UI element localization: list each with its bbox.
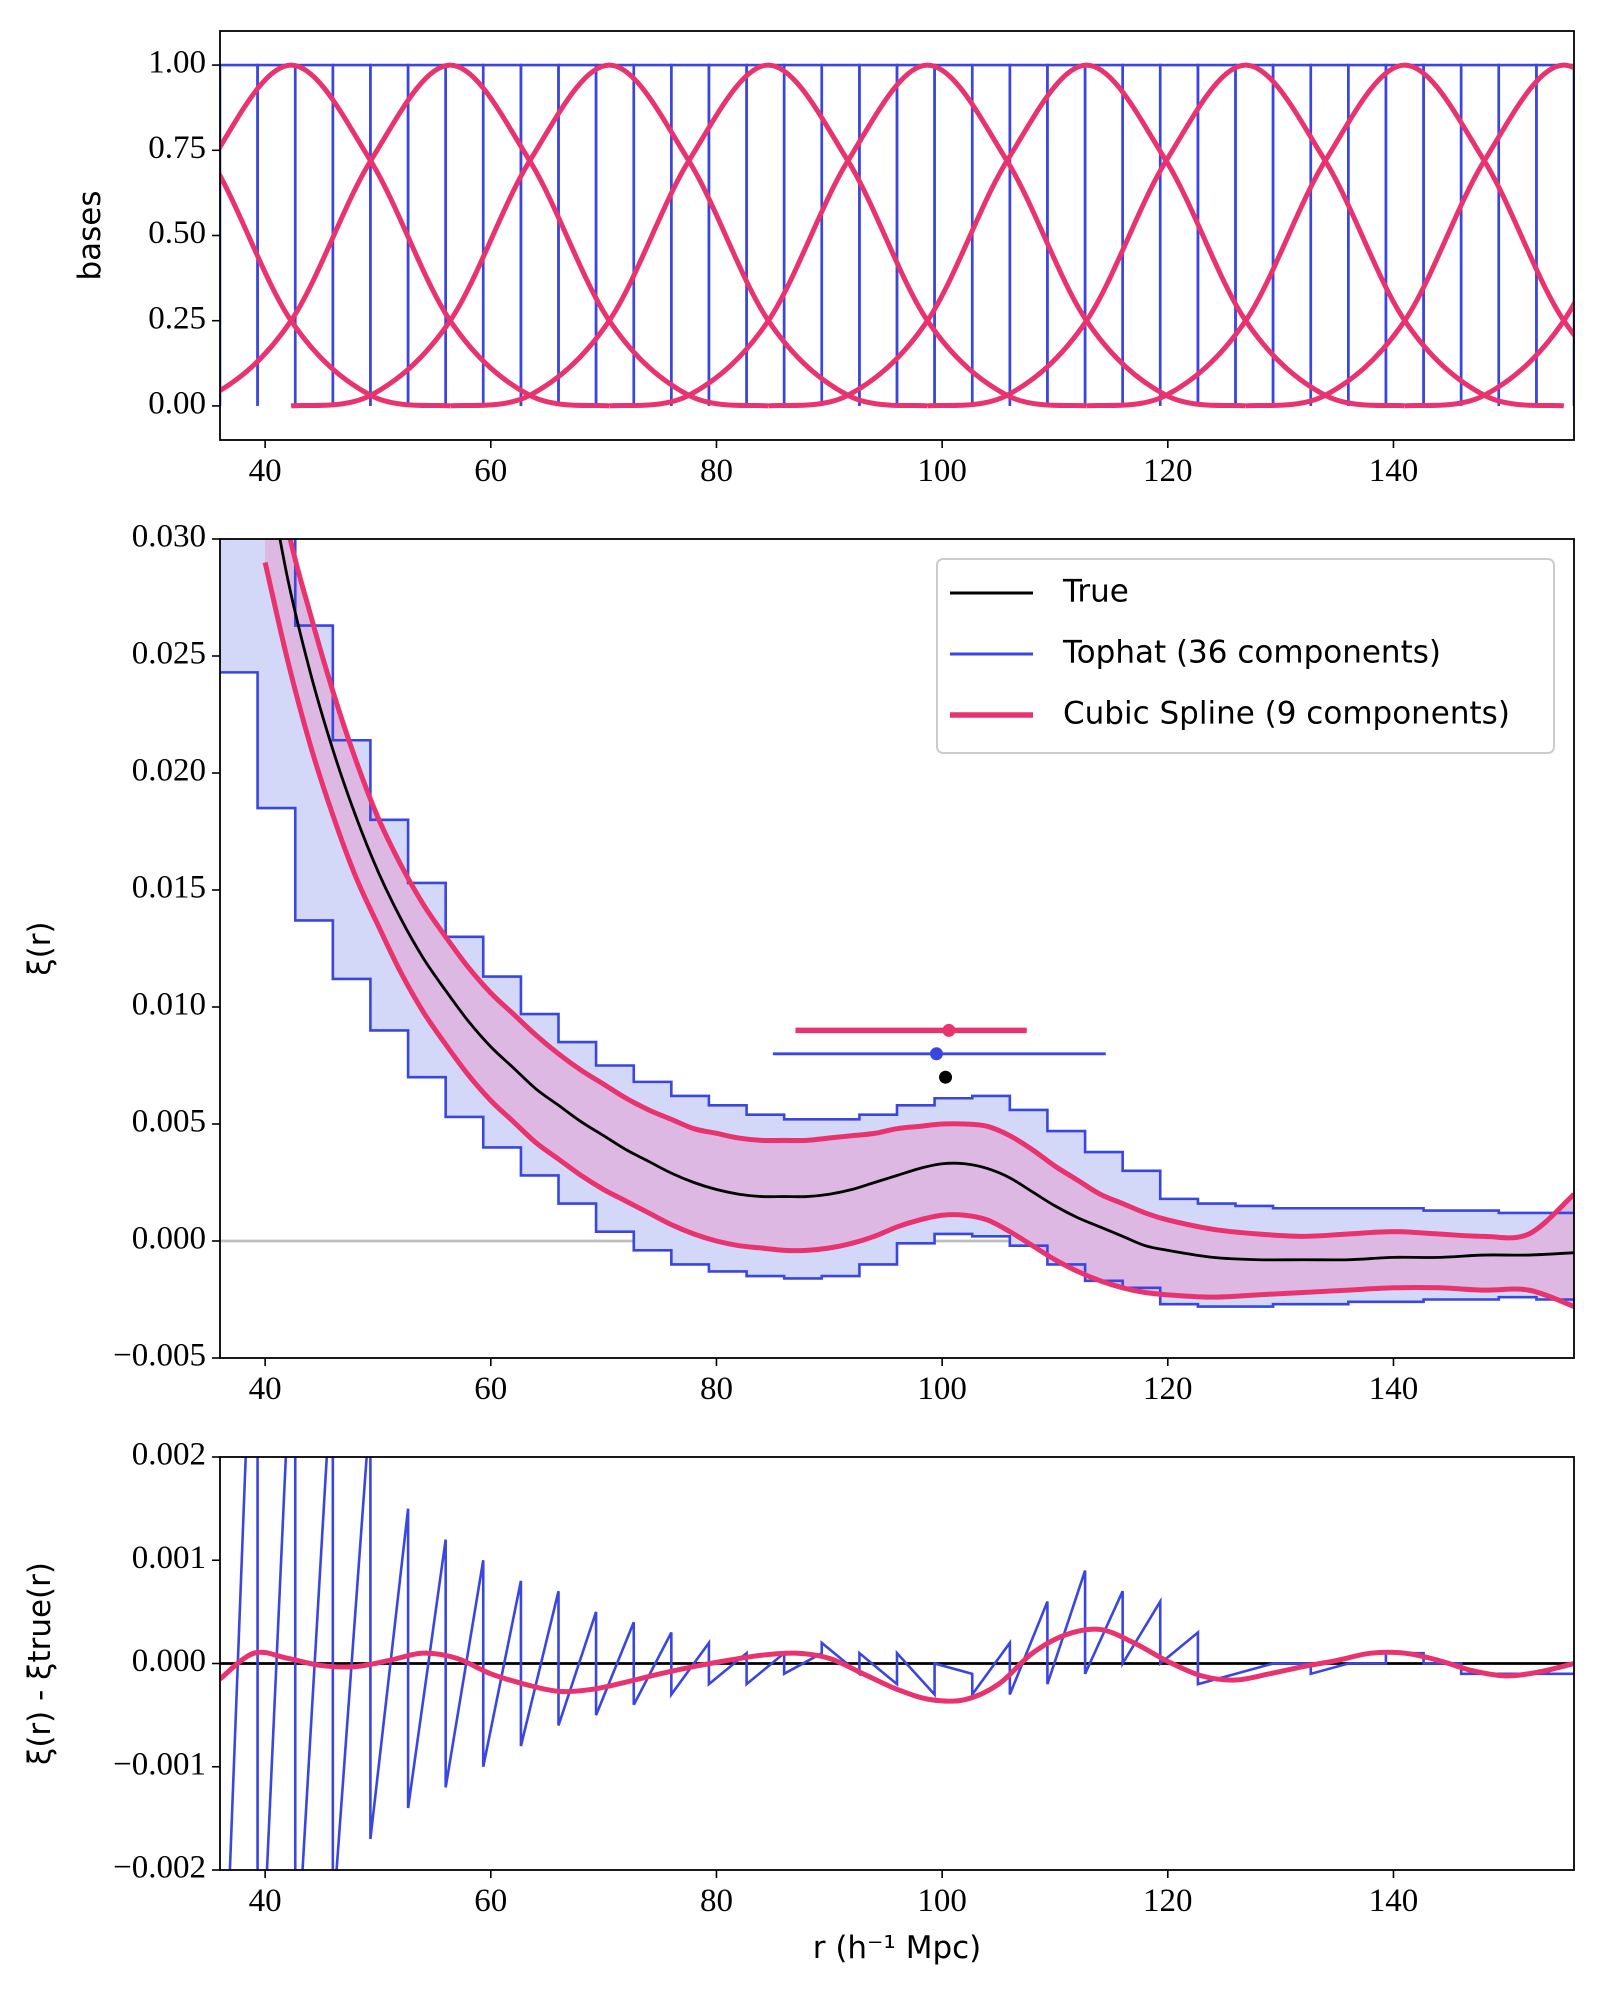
tophat-basis <box>1234 63 1275 406</box>
x-tick-label: 80 <box>700 453 733 489</box>
spline-upper <box>287 539 1574 1241</box>
tophat-basis <box>820 63 861 406</box>
legend-box <box>936 558 1555 754</box>
x-tick-label: 120 <box>1143 453 1193 489</box>
tophat-basis <box>782 63 824 406</box>
tophat-basis <box>1535 63 1574 406</box>
tophat-basis <box>745 63 786 406</box>
x-tick-label: 40 <box>249 1883 282 1919</box>
x-tick-label: 80 <box>700 1883 733 1919</box>
x-tick-label: 100 <box>917 1883 967 1919</box>
tophat-basis <box>1271 63 1313 406</box>
y-tick-label: 0.002 <box>132 1437 206 1473</box>
axes-frame <box>219 1456 1575 1871</box>
x-tick-label: 60 <box>474 1371 507 1407</box>
spline-band <box>265 539 1574 1307</box>
spline-basis <box>449 62 1087 409</box>
spline-lower <box>262 561 1574 1309</box>
plot-area <box>220 62 1574 409</box>
tophat-basis <box>331 63 372 406</box>
tophat-basis <box>1497 63 1538 406</box>
y-tick-label: 0.030 <box>132 519 206 555</box>
x-tick-label: 60 <box>474 453 507 489</box>
axes-frame <box>219 538 1575 1359</box>
tophat-basis <box>858 63 899 406</box>
tophat-basis <box>1046 63 1087 406</box>
y-tick-label: 1.00 <box>148 45 206 81</box>
legend-label: Cubic Spline (9 components) <box>1063 696 1510 732</box>
x-tick-label: 40 <box>249 453 282 489</box>
legend: True Tophat (36 components) Cubic Spline (… <box>936 558 1555 754</box>
tophat-basis <box>594 63 636 406</box>
x-tick-label: 120 <box>1143 1883 1193 1919</box>
y-tick-label: −0.002 <box>113 1850 206 1886</box>
y-axis-label: bases <box>72 190 108 280</box>
x-axis-label: r (h⁻¹ Mpc) <box>813 1930 982 1966</box>
tophat-lower <box>220 671 1574 1308</box>
x-tick-label: 100 <box>917 1371 967 1407</box>
spline-basis <box>927 62 1565 409</box>
spline-basis <box>768 62 1406 409</box>
x-tick-label: 120 <box>1143 1371 1193 1407</box>
legend-label: Tophat (36 components) <box>1062 635 1441 671</box>
y-tick-label: 0.00 <box>148 385 206 421</box>
x-tick-label: 100 <box>917 453 967 489</box>
x-tick-label: 60 <box>474 1883 507 1919</box>
y-tick-label: 0.50 <box>148 215 206 251</box>
plot-area <box>220 1457 1574 1870</box>
y-axis-label: ξ(r) <box>22 921 58 975</box>
spline-basis <box>290 62 928 409</box>
x-tick-label: 40 <box>249 1371 282 1407</box>
y-tick-label: 0.000 <box>132 1643 206 1679</box>
y-tick-label: 0.010 <box>132 987 206 1023</box>
spline-basis <box>220 62 769 409</box>
tophat-basis <box>1309 63 1350 406</box>
true-line <box>278 539 1574 1262</box>
tophat-basis <box>406 63 447 406</box>
tophat-basis <box>519 63 560 406</box>
y-tick-label: 0.000 <box>132 1221 206 1257</box>
y-tick-label: −0.005 <box>113 1338 206 1374</box>
x-tick-label: 140 <box>1369 453 1419 489</box>
tophat-upper <box>293 539 1574 1215</box>
tophat-basis <box>670 63 711 406</box>
tophat-basis <box>1459 63 1501 406</box>
point <box>942 1023 956 1037</box>
spline-basis <box>1245 62 1574 409</box>
y-tick-label: −0.001 <box>113 1746 206 1782</box>
residual-line <box>220 1626 1574 1704</box>
point <box>929 1047 943 1061</box>
spline-basis <box>1086 62 1574 409</box>
x-tick-label: 80 <box>700 1371 733 1407</box>
y-tick-label: 0.025 <box>132 636 206 672</box>
spline-basis <box>608 62 1246 409</box>
spline-basis <box>220 170 451 409</box>
y-tick-label: 0.015 <box>132 870 206 906</box>
y-tick-label: 0.001 <box>132 1540 206 1576</box>
point <box>939 1070 953 1084</box>
y-tick-label: 0.75 <box>148 130 206 166</box>
axes-frame <box>219 30 1575 441</box>
tophat-basis <box>293 63 335 406</box>
y-tick-label: 0.25 <box>148 300 206 336</box>
spline-basis <box>220 62 610 409</box>
legend-label: True <box>1062 574 1129 610</box>
spline-basis <box>1404 298 1574 409</box>
y-tick-label: 0.020 <box>132 753 206 789</box>
plot-area <box>220 539 1574 1309</box>
y-axis-label: ξ(r) - ξtrue(r) <box>22 1562 58 1765</box>
y-tick-label: 0.005 <box>132 1104 206 1140</box>
tophat-basis <box>1384 63 1425 406</box>
tophat-basis <box>369 63 410 406</box>
x-tick-label: 140 <box>1369 1371 1419 1407</box>
x-tick-label: 140 <box>1369 1883 1419 1919</box>
